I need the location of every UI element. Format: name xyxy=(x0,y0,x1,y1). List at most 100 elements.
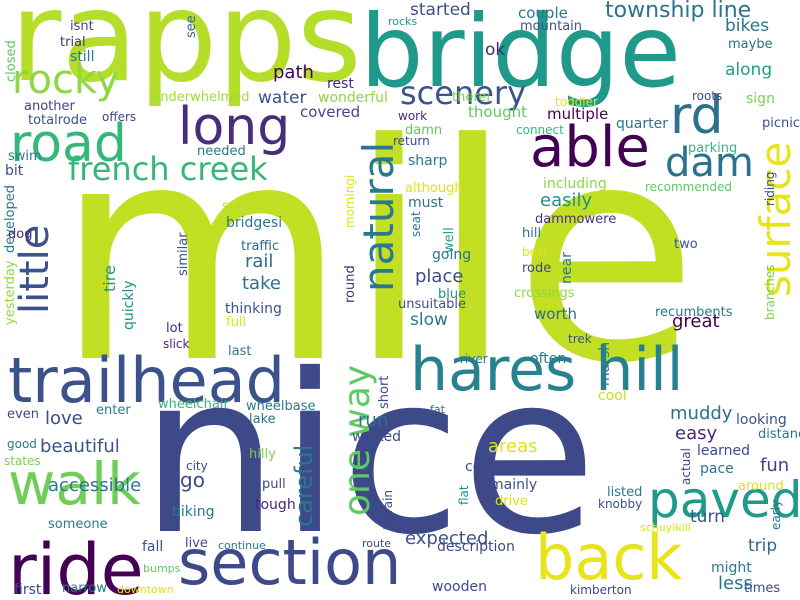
word-branches: branches xyxy=(763,264,777,320)
word-road: road xyxy=(10,114,127,174)
word-french-creek: french creek xyxy=(68,150,268,188)
word-couple: couple xyxy=(518,4,568,22)
word-bridgesi: bridgesi xyxy=(226,215,283,231)
word-similar: similar xyxy=(176,232,191,276)
word-developed: developed xyxy=(3,184,18,253)
word-spring: spring xyxy=(222,199,263,214)
word-times: times xyxy=(744,581,781,596)
word-rd: rd xyxy=(670,86,724,146)
word-place: place xyxy=(415,266,464,287)
word-narrow: narrow xyxy=(62,581,107,596)
word-along: along xyxy=(725,60,773,80)
word-kimberton: kimberton xyxy=(570,583,632,597)
word-water: water xyxy=(258,88,307,108)
word-seat: seat xyxy=(409,211,423,237)
word-mile: mile xyxy=(55,80,699,429)
word-love: love xyxy=(45,408,83,429)
word-best: best xyxy=(522,245,548,259)
word-beautiful: beautiful xyxy=(40,436,120,457)
word-areas: areas xyxy=(488,436,538,457)
word-city: city xyxy=(186,459,208,473)
word-including: including xyxy=(543,176,607,192)
word-connect: connect xyxy=(516,123,564,137)
word-often: often xyxy=(530,351,567,367)
word-wheelchair: wheelchair xyxy=(158,397,229,412)
word-picnic: picnic xyxy=(762,116,800,131)
word-careful: careful xyxy=(290,444,318,527)
word-less: less xyxy=(718,573,753,594)
word-trailhead: trailhead xyxy=(8,344,286,417)
word-short: short xyxy=(377,375,392,409)
word-paved: paved xyxy=(648,471,800,529)
word-actual: actual xyxy=(679,448,693,485)
word-dam: dam xyxy=(665,140,754,186)
word-started: started xyxy=(410,0,471,20)
word-last: last xyxy=(228,344,252,359)
word-nice: nice xyxy=(140,327,597,583)
word-terrain: terrain xyxy=(381,489,395,530)
word-knobby: knobby xyxy=(598,497,643,511)
word-riding: riding xyxy=(763,171,777,206)
word-walked: walked xyxy=(352,429,402,445)
word-around: around xyxy=(738,479,784,494)
word-early: early xyxy=(769,499,783,530)
word-tough: tough xyxy=(255,497,296,513)
word-dammowere: dammowere xyxy=(535,212,617,227)
word-schuylkill: schuylkill xyxy=(640,521,691,534)
word-biking: biking xyxy=(172,504,215,520)
word-learned: learned xyxy=(697,443,750,459)
word-expected: expected xyxy=(405,528,489,549)
word-totalrode: totalrode xyxy=(28,113,87,128)
word-lake: lake xyxy=(249,412,276,427)
word-blue: blue xyxy=(438,287,467,302)
word-see: see xyxy=(184,15,199,38)
word-live: live xyxy=(185,536,208,551)
word-wooden: wooden xyxy=(432,579,487,595)
word-gets: gets xyxy=(522,411,551,426)
word-listed: listed xyxy=(607,485,643,500)
word-path: path xyxy=(273,62,314,83)
word-great: great xyxy=(672,311,720,332)
word-worth: worth xyxy=(534,305,578,323)
word-distance: distance xyxy=(758,427,800,442)
word-states: states xyxy=(4,454,41,468)
word-easy: easy xyxy=(675,423,718,444)
word-trip: trip xyxy=(748,536,778,556)
word-fall: fall xyxy=(142,539,164,555)
word-hilly: hilly xyxy=(249,447,276,462)
word-hares-hill: hares hill xyxy=(410,335,684,405)
word-recommended: recommended xyxy=(645,180,732,194)
word-going: going xyxy=(432,247,472,263)
word-pace: pace xyxy=(700,461,734,477)
word-therei: therei xyxy=(452,90,491,105)
word-might: might xyxy=(711,560,752,576)
word-round: round xyxy=(343,265,358,303)
word-work: work xyxy=(398,109,428,123)
word-fat: fat xyxy=(430,403,445,416)
word-thought: thought xyxy=(468,103,527,121)
word-natural: natural xyxy=(354,141,403,292)
word-tire: tire xyxy=(100,265,119,292)
word-parking: parking xyxy=(688,141,738,156)
word-rocky: rocky xyxy=(12,57,120,103)
word-covered: covered xyxy=(300,103,361,121)
word-must: must xyxy=(408,195,444,211)
word-rocks: rocks xyxy=(388,15,418,28)
word-take: take xyxy=(242,273,281,294)
word-although: although xyxy=(405,181,463,196)
word-description: description xyxy=(437,539,515,555)
word-enter: enter xyxy=(96,403,131,418)
word-flat: flat xyxy=(457,485,471,505)
word-township-line: township line xyxy=(605,0,752,23)
word-pull: pull xyxy=(262,477,286,492)
word-first: first xyxy=(14,582,42,598)
word-full: full xyxy=(226,315,247,330)
word-cool: cool xyxy=(598,388,627,404)
word-walk: walk xyxy=(8,450,141,518)
word-sign: sign xyxy=(746,91,775,107)
word-trial: trial xyxy=(60,35,86,50)
word-turn: turn xyxy=(690,507,725,527)
word-muddy: muddy xyxy=(670,403,733,424)
word-isnt: isnt xyxy=(70,19,94,34)
